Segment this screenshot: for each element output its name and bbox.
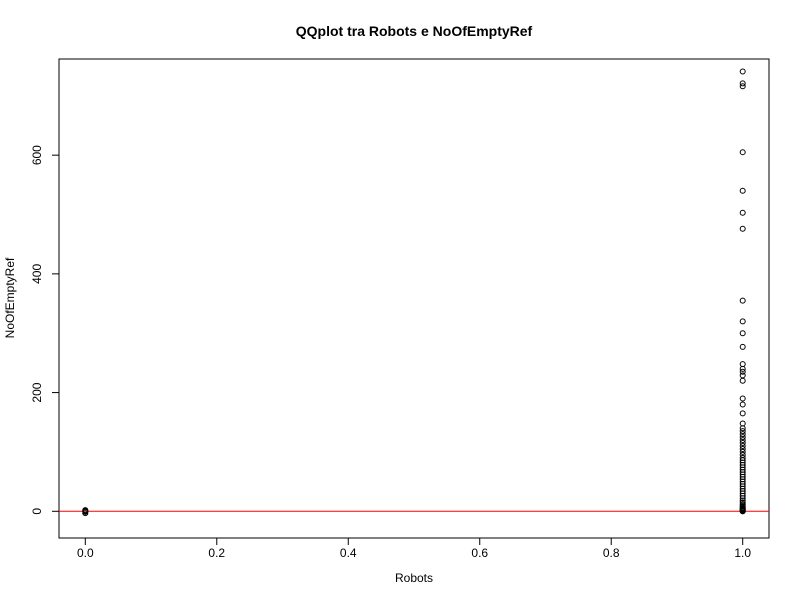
data-point — [739, 297, 746, 304]
data-point — [82, 507, 89, 514]
data-point — [739, 410, 746, 417]
y-tick-label: 0 — [30, 508, 44, 515]
x-axis-label: Robots — [395, 571, 433, 585]
y-axis-label: NoOfEmptyRef — [3, 257, 17, 338]
data-point — [739, 395, 746, 402]
data-points — [82, 68, 746, 517]
data-point — [739, 365, 746, 372]
x-tick-label: 1.0 — [734, 546, 751, 560]
x-tick-label: 0.2 — [208, 546, 225, 560]
data-point — [739, 149, 746, 156]
data-point — [739, 318, 746, 325]
data-point — [739, 80, 746, 87]
data-point — [739, 225, 746, 232]
data-point — [739, 437, 746, 444]
data-point — [739, 508, 746, 515]
x-axis: 0.0 0.2 0.4 0.6 0.8 1.0 — [77, 537, 751, 560]
data-point — [739, 401, 746, 408]
data-point — [739, 187, 746, 194]
data-point — [739, 428, 746, 435]
data-point — [739, 445, 746, 452]
y-tick-label: 600 — [30, 145, 44, 165]
data-point — [739, 434, 746, 441]
data-point — [739, 83, 746, 90]
data-point — [739, 431, 746, 438]
data-point — [739, 372, 746, 379]
data-point — [739, 448, 746, 455]
data-point — [739, 440, 746, 447]
y-axis: 0 200 400 600 — [30, 145, 60, 515]
data-point — [739, 330, 746, 337]
data-point — [739, 343, 746, 350]
data-point — [739, 495, 746, 502]
data-point — [739, 68, 746, 75]
plot-frame — [58, 58, 770, 539]
data-point — [739, 425, 746, 432]
data-point — [739, 442, 746, 449]
data-point — [739, 377, 746, 384]
data-point — [739, 209, 746, 216]
chart-title: QQplot tra Robots e NoOfEmptyRef — [296, 23, 533, 39]
data-point — [739, 368, 746, 375]
y-tick-label: 200 — [30, 382, 44, 402]
x-tick-label: 0.4 — [340, 546, 357, 560]
x-tick-label: 0.8 — [603, 546, 620, 560]
x-tick-label: 0.0 — [77, 546, 94, 560]
y-tick-label: 400 — [30, 264, 44, 284]
x-tick-label: 0.6 — [471, 546, 488, 560]
